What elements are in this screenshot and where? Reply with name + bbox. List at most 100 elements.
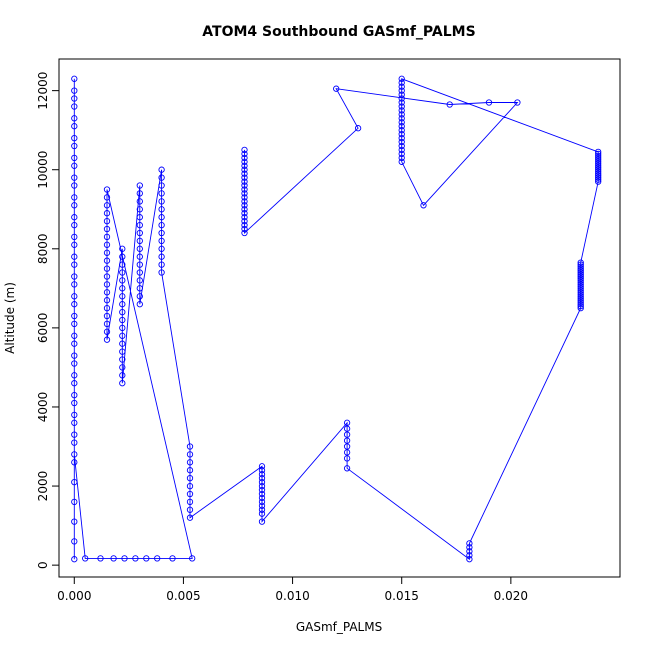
data-point — [119, 332, 126, 339]
data-point — [446, 101, 453, 108]
y-tick-label: 10000 — [36, 151, 50, 189]
data-point — [103, 257, 111, 264]
data-point — [398, 83, 405, 90]
data-point — [169, 555, 176, 562]
data-point — [71, 233, 78, 241]
data-point — [241, 210, 248, 217]
data-point — [577, 269, 584, 276]
data-point — [71, 312, 78, 320]
data-point — [71, 419, 78, 426]
data-point — [577, 261, 584, 268]
data-point — [71, 372, 78, 379]
data-point — [110, 555, 117, 562]
data-point — [398, 154, 405, 162]
data-point — [119, 308, 126, 316]
data-point — [71, 281, 78, 288]
data-point — [71, 293, 78, 300]
series-line — [73, 78, 599, 561]
data-point — [103, 289, 111, 296]
data-point — [241, 202, 248, 209]
data-point — [577, 265, 584, 272]
data-point — [595, 166, 602, 173]
y-axis-label: Altitude (m) — [3, 282, 17, 354]
data-point — [132, 555, 139, 562]
data-point — [398, 115, 405, 122]
data-point — [343, 449, 351, 456]
data-point — [103, 194, 111, 201]
data-point — [71, 399, 78, 407]
data-point — [71, 431, 78, 438]
data-point — [71, 301, 78, 308]
data-point — [103, 328, 111, 335]
data-point — [71, 332, 78, 339]
data-point — [158, 237, 165, 245]
data-point — [258, 478, 266, 486]
data-point — [595, 174, 602, 181]
data-point — [241, 146, 248, 154]
data-point — [71, 498, 78, 506]
data-point — [71, 241, 78, 248]
data-point — [186, 482, 194, 490]
data-point — [97, 555, 104, 562]
data-point — [398, 127, 405, 134]
data-point — [258, 490, 266, 498]
data-point — [154, 555, 161, 562]
data-point — [466, 540, 473, 547]
data-point — [71, 154, 78, 162]
data-point — [186, 498, 194, 506]
data-point — [119, 285, 126, 292]
data-point — [398, 107, 405, 114]
data-point — [186, 459, 194, 466]
data-point — [119, 356, 126, 363]
data-point — [577, 273, 584, 280]
data-point — [241, 198, 248, 205]
y-tick-label: 2000 — [36, 471, 50, 502]
data-point — [258, 474, 266, 482]
data-point — [595, 158, 602, 165]
x-tick-label: 0.005 — [166, 589, 200, 603]
data-point — [71, 360, 78, 367]
data-point — [577, 283, 584, 290]
data-point — [103, 320, 111, 328]
data-point — [241, 178, 248, 185]
y-tick-label: 12000 — [36, 72, 50, 110]
data-point — [119, 348, 126, 355]
data-point — [103, 304, 111, 312]
data-point — [398, 87, 405, 94]
data-point — [241, 162, 248, 169]
data-point — [71, 174, 78, 181]
data-point — [103, 265, 111, 272]
data-point — [343, 431, 351, 438]
data-point — [577, 302, 584, 310]
data-point — [398, 138, 405, 146]
data-point — [119, 269, 126, 276]
data-point — [258, 502, 266, 509]
data-point — [398, 150, 405, 158]
data-point — [103, 217, 111, 225]
data-point — [136, 198, 143, 205]
data-point — [595, 164, 602, 171]
data-point — [466, 552, 473, 559]
data-point — [343, 437, 351, 444]
data-point — [189, 555, 196, 562]
data-point — [103, 273, 111, 280]
data-point — [136, 190, 143, 197]
data-point — [577, 287, 584, 294]
data-point — [119, 253, 126, 260]
data-point — [71, 439, 78, 446]
data-point — [241, 225, 248, 233]
data-point — [119, 245, 126, 252]
x-tick-label: 0.015 — [385, 589, 419, 603]
data-point — [398, 158, 405, 165]
data-point — [136, 301, 143, 308]
data-point — [398, 142, 405, 150]
data-point — [71, 87, 78, 94]
data-point — [158, 229, 165, 237]
data-point — [595, 160, 602, 167]
data-point — [258, 510, 266, 517]
data-point — [258, 494, 266, 502]
y-axis: 0 2000 4000 6000 8000 10000 12000 — [36, 72, 60, 569]
data-point — [241, 229, 248, 237]
data-point — [466, 548, 473, 555]
